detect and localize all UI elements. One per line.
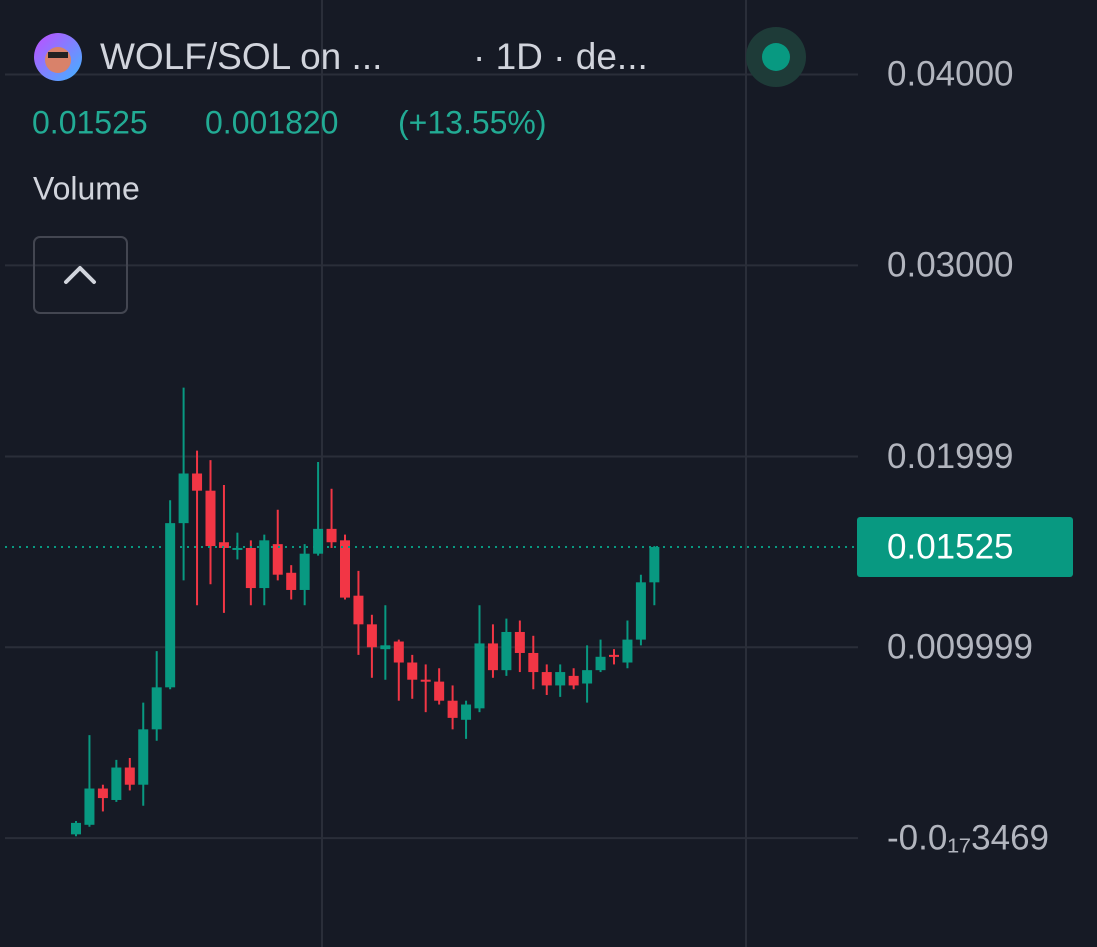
candle-body bbox=[245, 547, 256, 589]
chevron-icon bbox=[64, 266, 96, 284]
candle-body bbox=[380, 645, 391, 650]
candle-body bbox=[541, 672, 552, 686]
candle-body bbox=[232, 547, 243, 550]
y-tick-label: 0.04000 bbox=[887, 55, 1014, 94]
candle-body bbox=[461, 704, 472, 720]
candle-body bbox=[514, 631, 525, 653]
candle-body bbox=[97, 788, 108, 799]
y-tick-label: 0.03000 bbox=[887, 246, 1014, 285]
candle-body bbox=[84, 788, 95, 825]
candle-body bbox=[218, 542, 229, 548]
candle-body bbox=[393, 641, 404, 663]
grid bbox=[5, 73, 858, 840]
candle-body bbox=[151, 687, 162, 730]
candle-body bbox=[165, 523, 176, 688]
candle-body bbox=[272, 544, 283, 575]
indicator-label: Volume bbox=[33, 170, 140, 206]
candle-body bbox=[635, 582, 646, 640]
candle-body bbox=[138, 729, 149, 785]
candle-body bbox=[568, 675, 579, 686]
price-change: 0.001820 bbox=[205, 104, 338, 140]
candle-body bbox=[501, 631, 512, 671]
plot bbox=[5, 387, 858, 837]
last-price: 0.01525 bbox=[32, 104, 148, 140]
candle-body bbox=[340, 540, 350, 598]
candle-body bbox=[622, 639, 633, 663]
candle-body bbox=[447, 700, 458, 718]
candle-body bbox=[111, 767, 122, 800]
candle-body bbox=[528, 652, 539, 673]
y-tick-label: 0.01999 bbox=[887, 437, 1014, 476]
candle-body bbox=[582, 670, 593, 684]
candle-body bbox=[609, 654, 619, 657]
candle-body bbox=[313, 528, 324, 554]
y-tick-label: -0.0₁₇3469 bbox=[887, 818, 1049, 857]
chart-subtitle: · 1D · de... bbox=[473, 36, 648, 77]
candle-body bbox=[124, 767, 135, 785]
status-dot bbox=[762, 43, 790, 71]
candle-body bbox=[474, 643, 485, 709]
token-logo-face bbox=[45, 47, 71, 73]
candle-body bbox=[259, 540, 270, 589]
candle-body bbox=[299, 553, 310, 590]
price-change-percent: (+13.55%) bbox=[398, 104, 547, 140]
candle-body bbox=[192, 473, 203, 491]
candle-body bbox=[487, 643, 498, 671]
candle-body bbox=[353, 595, 364, 625]
candle-body bbox=[649, 547, 660, 583]
last-price-label: 0.01525 bbox=[887, 527, 1014, 566]
candle-body bbox=[555, 672, 566, 686]
candle-body bbox=[595, 656, 606, 671]
candle-body bbox=[326, 528, 337, 543]
candle-body bbox=[407, 662, 418, 680]
token-logo-glasses bbox=[48, 52, 68, 58]
candle-body bbox=[205, 490, 216, 547]
y-tick-label: 0.009999 bbox=[887, 628, 1033, 667]
chart-title: WOLF/SOL on ... bbox=[100, 36, 382, 77]
candle-body bbox=[434, 681, 445, 701]
candle-body bbox=[71, 822, 81, 835]
candle-body bbox=[366, 624, 377, 648]
last-price-box bbox=[857, 517, 1073, 578]
candle-body bbox=[420, 679, 431, 682]
collapse-button[interactable] bbox=[33, 236, 128, 314]
candle-body bbox=[286, 572, 297, 590]
candle-body bbox=[178, 473, 189, 524]
